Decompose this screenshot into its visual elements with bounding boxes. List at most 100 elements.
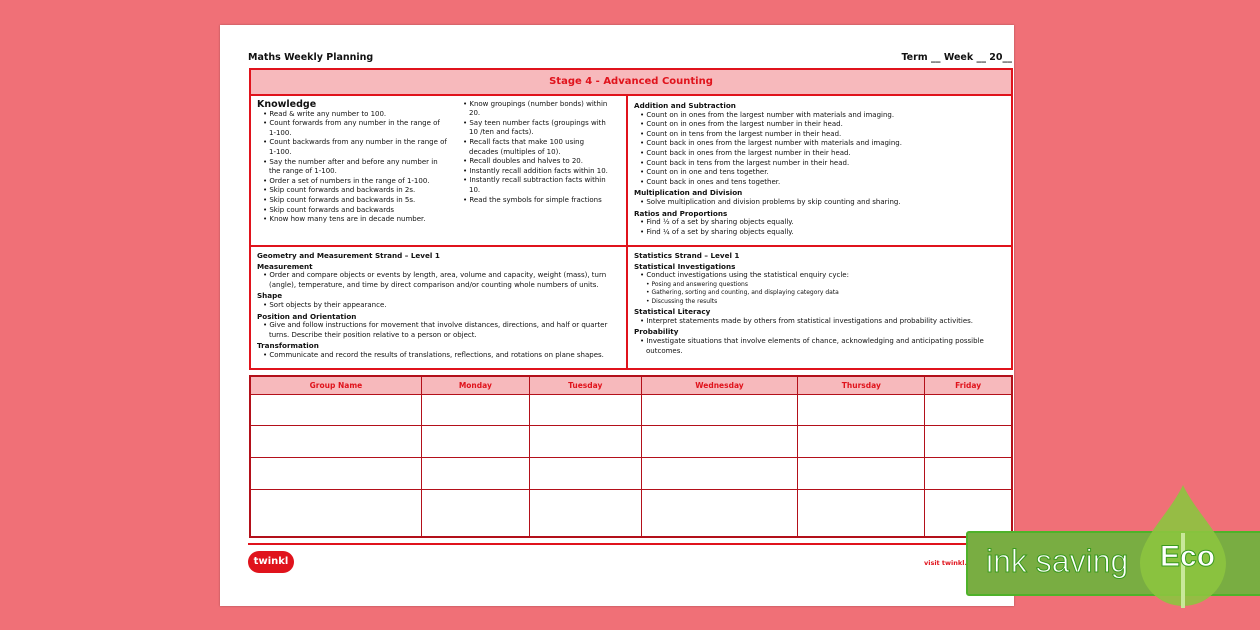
ink-saving-text: ink saving: [985, 543, 1129, 580]
table-cell[interactable]: [249, 393, 422, 427]
list-item: Count back in tens from the largest numb…: [640, 159, 1005, 169]
table-cell[interactable]: [528, 457, 642, 490]
list-item: Count backwards from any number in the r…: [263, 138, 447, 157]
section-heading: Addition and Subtraction: [634, 101, 736, 110]
section-heading: Position and Orientation: [257, 311, 357, 321]
section-heading: Measurement: [257, 261, 313, 271]
list-item: Conduct investigations using the statist…: [640, 271, 1005, 281]
list: Give and follow instructions for movemen…: [257, 321, 620, 340]
list-item: Know groupings (number bonds) within 20.: [463, 100, 612, 119]
stage-box: Stage 4 - Advanced Counting Knowledge Re…: [249, 68, 1013, 370]
table-cell[interactable]: [640, 457, 799, 490]
statistics-title: Statistics Strand – Level 1: [634, 251, 740, 260]
table-cell[interactable]: [924, 457, 1013, 490]
table-cell[interactable]: [797, 425, 926, 459]
table-cell[interactable]: [249, 488, 422, 538]
list-item: Count back in ones from the largest numb…: [640, 139, 1005, 149]
list-item: Order a set of numbers in the range of 1…: [263, 177, 447, 187]
eco-badge: Eco: [1159, 540, 1216, 574]
stage-title: Stage 4 - Advanced Counting: [251, 70, 1011, 96]
table-cell[interactable]: [924, 425, 1013, 459]
table-cell[interactable]: [797, 457, 926, 490]
list-item: Posing and answering questions: [646, 281, 1005, 290]
list-item: Count on in ones from the largest number…: [640, 120, 1005, 130]
list-item: Count back in ones from the largest numb…: [640, 149, 1005, 159]
statistics-cell: Statistics Strand – Level 1 Statistical …: [628, 247, 1011, 368]
column-header: Thursday: [797, 375, 926, 395]
table-cell[interactable]: [924, 488, 1013, 538]
knowledge-cell: Knowledge Read & write any number to 100…: [251, 97, 626, 245]
table-cell[interactable]: [528, 425, 642, 459]
list-item: Count on in ones from the largest number…: [640, 111, 1005, 121]
knowledge-list-2: Know groupings (number bonds) within 20.…: [457, 100, 612, 225]
term-week-field: Term __ Week __ 20__: [901, 52, 1012, 63]
table-cell[interactable]: [420, 488, 530, 538]
section-heading: Transformation: [257, 341, 319, 351]
list-item: Count on in one and tens together.: [640, 168, 1005, 178]
table-cell[interactable]: [797, 488, 926, 538]
table-cell[interactable]: [420, 425, 530, 459]
sub-list: Posing and answering questionsGathering,…: [640, 281, 1005, 307]
list-item: Recall facts that make 100 using decades…: [463, 138, 612, 157]
list-item: Say teen number facts (groupings with 10…: [463, 119, 612, 138]
list-item: Skip count forwards and backwards: [263, 206, 447, 216]
divider: [251, 245, 1011, 247]
list-item: Solve multiplication and division proble…: [640, 198, 1005, 208]
leaf-icon: [1140, 485, 1226, 608]
list-item: Order and compare objects or events by l…: [263, 271, 620, 290]
section-heading: Probability: [634, 327, 679, 337]
list-item: Instantly recall addition facts within 1…: [463, 167, 612, 177]
table-cell[interactable]: [640, 488, 799, 538]
list-item: Instantly recall subtraction facts withi…: [463, 176, 612, 195]
table-row: [249, 488, 1013, 538]
list-item: Sort objects by their appearance.: [263, 301, 620, 311]
list: Communicate and record the results of tr…: [257, 351, 620, 361]
list: Count on in ones from the largest number…: [634, 111, 1005, 188]
list-item: Recall doubles and halves to 20.: [463, 157, 612, 167]
visit-link[interactable]: visit twinkl.c: [924, 559, 971, 567]
list-item: Find ½ of a set by sharing objects equal…: [640, 218, 1005, 228]
divider: [626, 96, 628, 368]
column-header: Wednesday: [640, 375, 799, 395]
list-item: Skip count forwards and backwards in 2s.: [263, 186, 447, 196]
table-cell[interactable]: [528, 393, 642, 427]
table-cell[interactable]: [924, 393, 1013, 427]
footer-line: [248, 543, 1013, 545]
column-header: Tuesday: [528, 375, 642, 395]
table-cell[interactable]: [249, 457, 422, 490]
planning-table: Group Name Monday Tuesday Wednesday Thursday…: [249, 375, 1013, 538]
list: Solve multiplication and division proble…: [634, 198, 1005, 208]
list: Sort objects by their appearance.: [257, 301, 620, 311]
list-item: Give and follow instructions for movemen…: [263, 321, 620, 340]
page-title: Maths Weekly Planning: [248, 52, 374, 63]
table-cell[interactable]: [420, 393, 530, 427]
table-row: [249, 393, 1013, 427]
list-item: Investigate situations that involve elem…: [640, 337, 1005, 356]
column-header: Monday: [420, 375, 530, 395]
list-item: Find ¼ of a set by sharing objects equal…: [640, 228, 1005, 238]
list-item: Read the symbols for simple fractions: [463, 196, 612, 206]
twinkl-logo[interactable]: twinkl: [248, 551, 294, 573]
list-item: Skip count forwards and backwards in 5s.: [263, 196, 447, 206]
table-cell[interactable]: [249, 425, 422, 459]
section-heading: Shape: [257, 291, 283, 301]
section-heading: Ratios and Proportions: [634, 208, 728, 218]
geometry-title: Geometry and Measurement Strand – Level …: [257, 251, 440, 260]
table-cell[interactable]: [640, 393, 799, 427]
table-cell[interactable]: [420, 457, 530, 490]
list-item: Communicate and record the results of tr…: [263, 351, 620, 361]
section-heading: Statistical Investigations: [634, 261, 736, 271]
list-item: Gathering, sorting and counting, and dis…: [646, 289, 1005, 298]
table-row: [249, 425, 1013, 459]
list-item: Say the number after and before any numb…: [263, 158, 447, 177]
table-cell[interactable]: [797, 393, 926, 427]
table-cell[interactable]: [640, 425, 799, 459]
worksheet-page: Maths Weekly Planning Term __ Week __ 20…: [220, 25, 1014, 606]
geometry-cell: Geometry and Measurement Strand – Level …: [251, 247, 626, 368]
list-item: Count forwards from any number in the ra…: [263, 119, 447, 138]
list-item: Interpret statements made by others from…: [640, 317, 1005, 327]
column-header: Friday: [924, 375, 1013, 395]
section-heading: Multiplication and Division: [634, 188, 743, 198]
knowledge-list-1: Read & write any number to 100.Count for…: [257, 110, 447, 225]
table-cell[interactable]: [528, 488, 642, 538]
